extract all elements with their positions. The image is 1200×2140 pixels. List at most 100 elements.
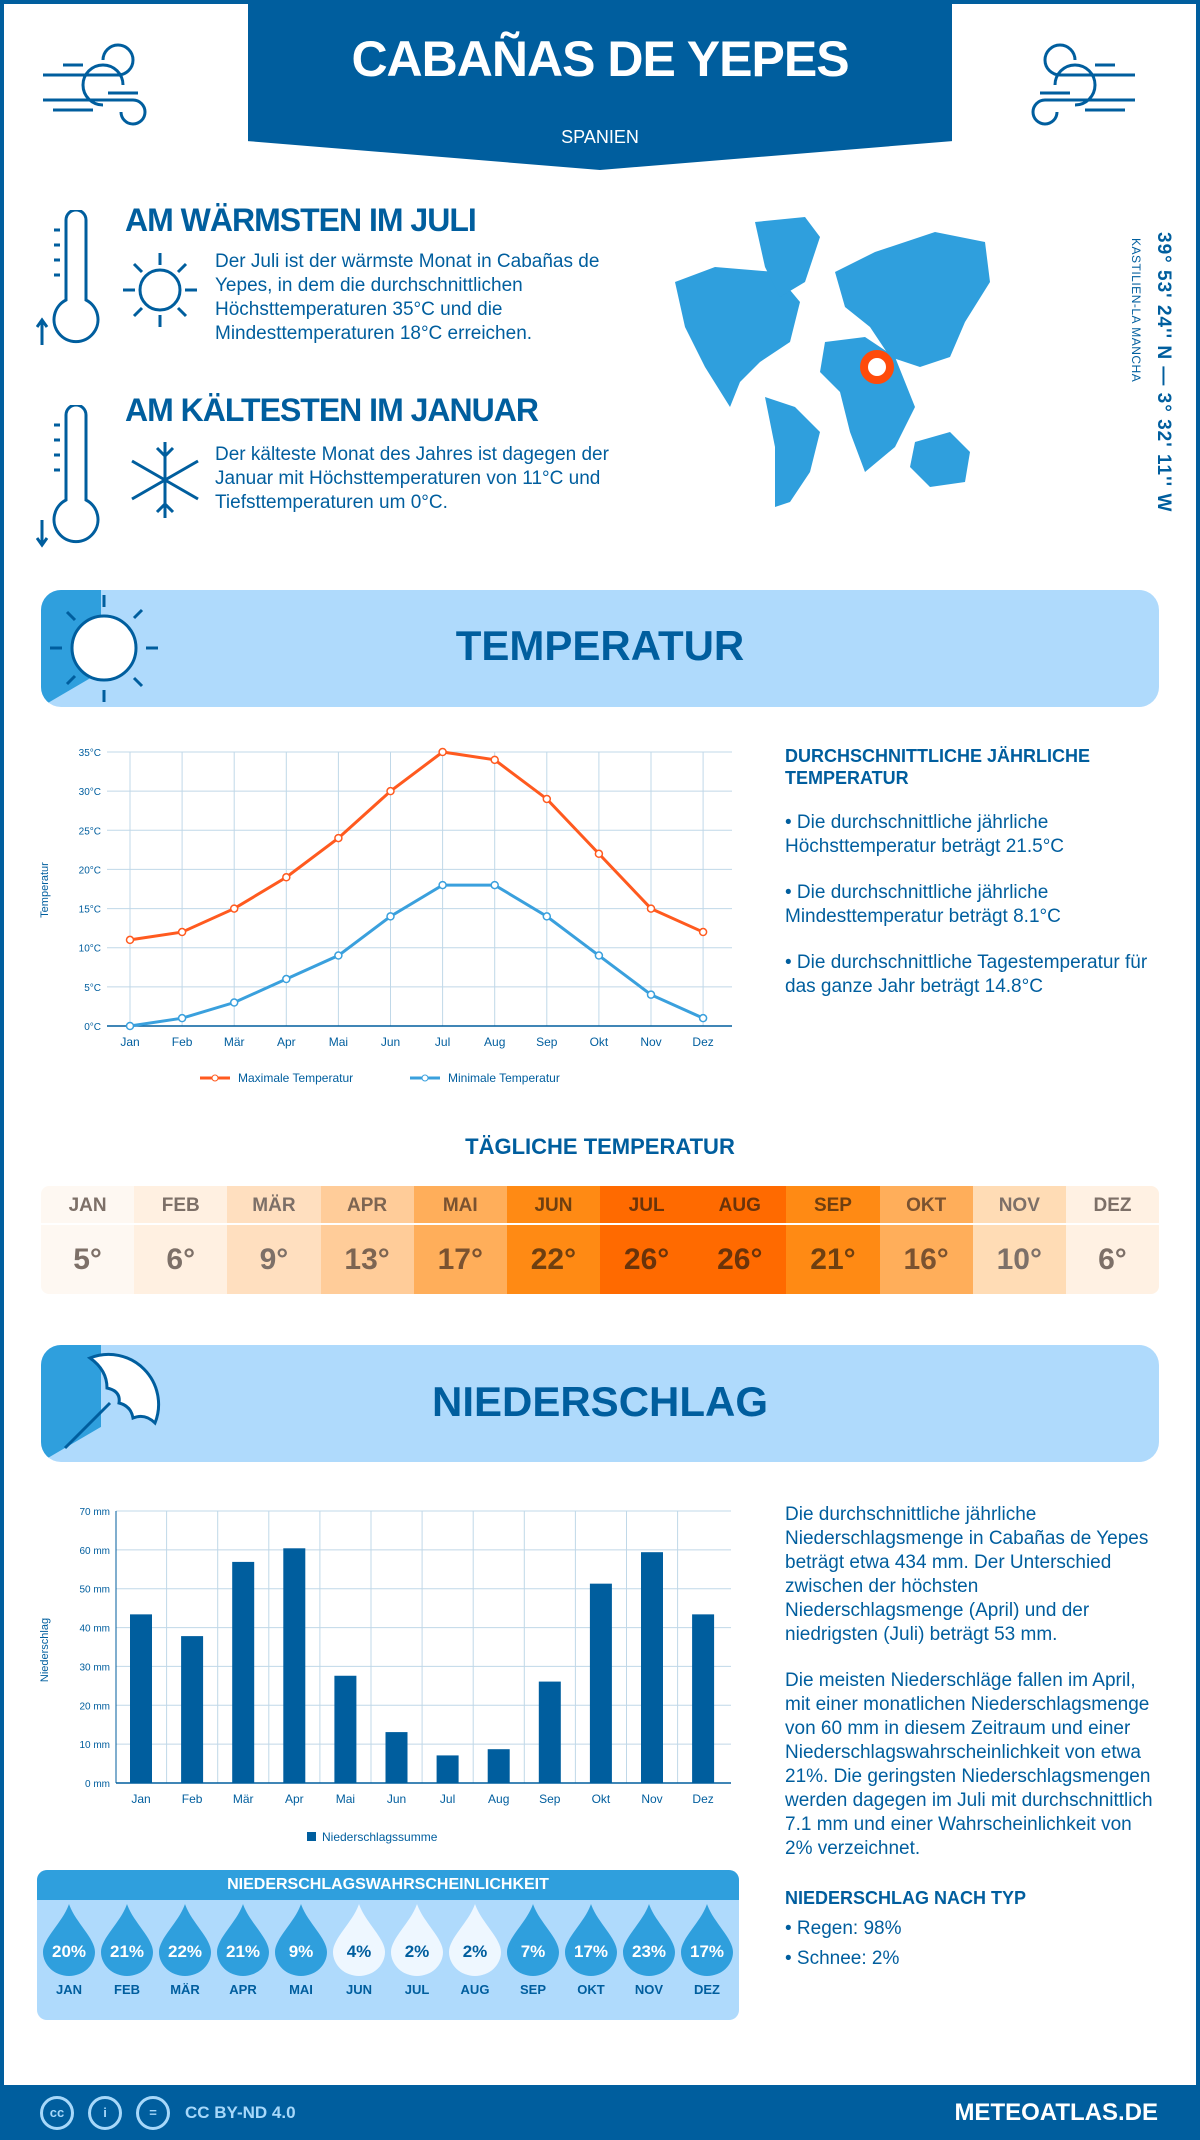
data-point [282, 873, 291, 882]
probability-value: 21% [109, 1942, 145, 1961]
probability-value: 2% [404, 1942, 430, 1961]
probability-value: 20% [51, 1942, 87, 1961]
probability-value: 2% [462, 1942, 488, 1961]
month-label: OKT [577, 1982, 605, 1997]
coordinates: 39° 53' 24'' N — 3° 32' 11'' W [1153, 232, 1174, 513]
daily-temp-cell: AUG 26° [693, 1186, 787, 1294]
thermometer-cold-icon [36, 405, 100, 548]
x-tick-label: Jul [440, 1792, 455, 1806]
daily-temp-value: 16° [903, 1242, 949, 1276]
precip-type-heading: NIEDERSCHLAG NACH TYP [785, 1888, 1027, 1908]
y-tick-label: 15°C [79, 905, 101, 916]
daily-temp-value: 6° [166, 1242, 196, 1276]
precip-probability-item: 4% JUN [330, 1904, 388, 1997]
data-point [438, 747, 447, 757]
month-label: JUL [404, 1982, 430, 1997]
month-label: FEB [114, 1982, 140, 1997]
x-tick-label: Nov [641, 1792, 662, 1806]
month-label: MAI [413, 1186, 507, 1225]
daily-temp-cell: OKT 16° [879, 1186, 973, 1294]
page-title: CABAÑAS DE YEPES [351, 31, 849, 87]
bar [641, 1552, 663, 1783]
month-label: AUG [460, 1982, 490, 1997]
legend-marker [211, 1074, 219, 1082]
month-label: DEZ [1065, 1186, 1159, 1225]
data-point [229, 998, 239, 1007]
raindrop-icon: 7% [507, 1904, 559, 1976]
precip-summary-text: Die durchschnittliche jährliche Niedersc… [785, 1504, 1149, 1645]
site-link[interactable]: METEOATLAS.DE [954, 2099, 1158, 2126]
data-point [229, 904, 239, 913]
y-tick-label: 25°C [79, 826, 101, 837]
daily-temp-value: 13° [344, 1242, 390, 1276]
data-point [542, 912, 552, 921]
y-tick-label: 5°C [84, 983, 101, 994]
bar [538, 1681, 561, 1783]
probability-value: 9% [288, 1942, 314, 1961]
x-tick-label: Mai [336, 1792, 355, 1806]
precip-probability-panel: NIEDERSCHLAGSWAHRSCHEINLICHKEIT 20% JAN 21… [37, 1870, 739, 2020]
data-point [646, 990, 656, 999]
bar [436, 1755, 459, 1783]
bar [232, 1561, 255, 1783]
region-label: KASTILIEN-LA MANCHA [1129, 238, 1143, 383]
temperature-chart: 0°C 5°C 10°C 15°C 20°C 25°C 30°C 35°C Jan Feb Mär A… [39, 747, 732, 1085]
data-point [542, 794, 552, 804]
bar [692, 1614, 715, 1783]
precip-probability-item: 23% NOV [620, 1904, 678, 1997]
precip-type-snow: • Schnee: 2% [785, 1948, 900, 1969]
y-tick-label: 10 mm [79, 1740, 110, 1751]
raindrop-icon: 2% [391, 1904, 443, 1976]
month-label: OKT [879, 1186, 973, 1225]
precip-detail-text: Die meisten Niederschläge fallen im Apri… [785, 1670, 1153, 1859]
snowflake-icon [131, 442, 199, 518]
month-label: SEP [786, 1186, 880, 1225]
license-label[interactable]: CC BY-ND 4.0 [185, 2103, 296, 2122]
x-tick-label: Feb [182, 1792, 203, 1806]
data-point [386, 912, 395, 921]
data-point [594, 951, 604, 960]
month-label: FEB [134, 1186, 228, 1225]
precip-probability-item: 21% FEB [98, 1904, 156, 1997]
x-tick-label: Feb [172, 1035, 193, 1049]
precip-text-panel: Die durchschnittliche jährliche Niedersc… [785, 1503, 1160, 1971]
daily-temp-cell: MAI 17° [413, 1186, 507, 1294]
precip-type-rain: • Regen: 98% [785, 1918, 902, 1939]
warmest-heading: AM WÄRMSTEN IM JULI [125, 202, 477, 238]
daily-temp-value: 21° [810, 1242, 856, 1276]
raindrop-icon: 9% [275, 1904, 327, 1976]
month-label: MÄR [170, 1982, 200, 1997]
raindrop-icon: 21% [101, 1904, 153, 1976]
month-label: JUL [600, 1186, 694, 1225]
daily-temp-value: 10° [996, 1242, 1042, 1276]
daily-temp-cell: SEP 21° [786, 1186, 880, 1294]
month-label: DEZ [694, 1982, 720, 1997]
data-point [282, 974, 291, 984]
x-tick-label: Jul [435, 1035, 450, 1049]
daily-temp-cell: MÄR 9° [227, 1186, 321, 1294]
month-label: SEP [519, 1982, 546, 1997]
precip-probability-item: 17% DEZ [678, 1904, 736, 1997]
data-point [438, 880, 447, 890]
y-tick-label: 30 mm [79, 1662, 110, 1673]
daily-temp-value: 9° [259, 1242, 289, 1276]
precip-probability-item: 20% JAN [40, 1904, 98, 1997]
daily-temp-cell: DEZ 6° [1065, 1186, 1159, 1294]
y-tick-label: 60 mm [79, 1546, 110, 1557]
thermometer-warm-icon [36, 210, 100, 345]
legend-label: Minimale Temperatur [448, 1071, 560, 1085]
wind-icon [1031, 43, 1135, 126]
probability-value: 21% [225, 1942, 261, 1961]
month-label: MAI [289, 1982, 313, 1997]
legend-label: Maximale Temperatur [238, 1071, 353, 1085]
annual-temp-panel: DURCHSCHNITTLICHE JÄHRLICHE TEMPERATUR •… [785, 745, 1155, 999]
daily-temp-table: JAN 5° FEB 6° MÄR 9° APR 13° MAI 17° JUN 22° JUL 26° A… [41, 1186, 1159, 1294]
daily-temp-value: 6° [1098, 1242, 1127, 1276]
bar [487, 1749, 510, 1783]
raindrop-icon: 23% [623, 1904, 675, 1976]
cc-icon: cc [40, 2096, 74, 2130]
probability-value: 4% [346, 1942, 372, 1961]
y-tick-label: 0 mm [85, 1779, 110, 1790]
world-map [675, 217, 990, 507]
x-tick-label: Jun [381, 1035, 400, 1049]
